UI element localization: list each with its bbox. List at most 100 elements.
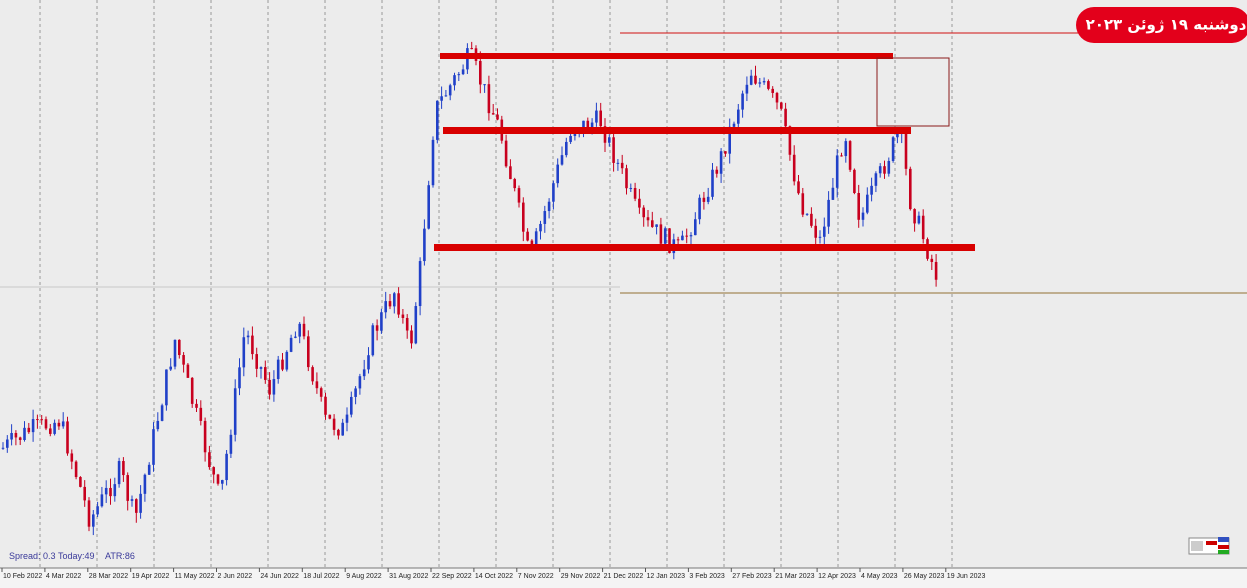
- candle-body: [917, 215, 921, 224]
- candle-body: [749, 75, 753, 85]
- candle-body: [160, 405, 164, 421]
- candle-body: [165, 369, 168, 406]
- candle-body: [904, 130, 908, 169]
- candle-body: [384, 301, 387, 313]
- candle-body: [100, 494, 104, 507]
- candle-body: [831, 187, 835, 200]
- candle-body: [913, 209, 916, 224]
- date-badge: [1076, 7, 1247, 43]
- axis-label: 22 Sep 2022: [432, 573, 472, 580]
- candle-body: [741, 93, 744, 110]
- candle-body: [302, 323, 306, 337]
- candle-body: [874, 173, 878, 186]
- candle-body: [595, 110, 598, 123]
- candle-body: [367, 355, 370, 370]
- support-zone: [434, 244, 975, 251]
- candle-body: [380, 312, 383, 331]
- candle-body: [530, 240, 534, 246]
- candle-body: [233, 388, 237, 435]
- candle-body: [792, 154, 796, 182]
- candle-body: [698, 197, 701, 220]
- candle-body: [857, 192, 860, 220]
- candle-body: [620, 162, 624, 169]
- candle-body: [818, 236, 822, 238]
- candle-body: [805, 213, 809, 215]
- candle-body: [143, 474, 147, 494]
- candle-body: [345, 414, 349, 423]
- candle-body: [328, 414, 332, 419]
- candle-body: [909, 168, 912, 210]
- candle-body: [401, 314, 405, 318]
- candle-body: [178, 339, 181, 356]
- candle-body: [341, 422, 344, 436]
- candle-body: [651, 220, 654, 227]
- candle-body: [801, 193, 805, 215]
- candle-body: [706, 196, 710, 202]
- candle-body: [754, 75, 757, 84]
- candle-body: [866, 194, 869, 213]
- axis-label: 12 Jan 2023: [647, 573, 686, 580]
- candle-body: [444, 95, 448, 97]
- candle-body: [599, 110, 602, 127]
- grid: [39, 0, 953, 568]
- candle-body: [853, 169, 856, 193]
- candle-body: [453, 75, 456, 86]
- candle-body: [225, 453, 228, 481]
- candle-body: [848, 141, 852, 170]
- candle-body: [844, 141, 848, 157]
- candle-body: [66, 421, 69, 454]
- candle-body: [229, 434, 233, 454]
- candle-body: [109, 487, 112, 497]
- candle-body: [840, 155, 843, 157]
- middle-zone: [443, 127, 911, 134]
- candles: [1, 41, 938, 536]
- candle-body: [788, 126, 792, 155]
- candle-body: [264, 367, 267, 380]
- candle-body: [289, 337, 293, 352]
- candle-body: [861, 212, 865, 220]
- chart-area: [0, 0, 1247, 568]
- candle-body: [517, 188, 521, 203]
- axis-label: 19 Jun 2023: [947, 573, 986, 580]
- candle-body: [147, 464, 151, 475]
- candle-body: [371, 325, 375, 356]
- candle-body: [461, 69, 465, 75]
- selection-rectangle: [876, 57, 950, 127]
- candle-body: [315, 381, 319, 389]
- candle-body: [560, 155, 564, 165]
- candle-body: [31, 419, 35, 433]
- candle-body: [921, 215, 925, 240]
- candle-body: [887, 160, 891, 174]
- candle-body: [87, 500, 91, 527]
- axis-label: 4 May 2023: [861, 573, 898, 580]
- candle-body: [216, 474, 220, 484]
- candle-body: [737, 109, 740, 124]
- candle-body: [719, 151, 723, 174]
- candle-body: [810, 213, 813, 226]
- axis-label: 3 Feb 2023: [689, 573, 725, 580]
- candle-body: [676, 239, 680, 241]
- time-axis: [0, 568, 1247, 588]
- candle-body: [139, 493, 142, 513]
- candle-body: [208, 452, 211, 468]
- axis-label: 7 Nov 2022: [518, 573, 554, 580]
- candle-body: [294, 336, 297, 338]
- candle-body: [470, 48, 473, 50]
- axis-label: 11 May 2022: [175, 573, 215, 580]
- candle-body: [642, 207, 645, 218]
- axis-label: 4 Mar 2022: [46, 573, 82, 580]
- candle-body: [504, 140, 508, 167]
- axis-label: 31 Aug 2022: [389, 573, 428, 580]
- axis-label: 24 Jun 2022: [260, 573, 299, 580]
- candle-body: [603, 126, 607, 143]
- candle-body: [646, 217, 650, 221]
- candle-body: [784, 108, 787, 127]
- candle-body: [616, 162, 620, 164]
- candle-body: [238, 367, 241, 389]
- candle-body: [827, 199, 830, 227]
- candle-body: [771, 88, 774, 93]
- candle-body: [251, 335, 254, 355]
- candle-body: [49, 428, 52, 434]
- resistance-zone: [440, 53, 893, 59]
- candle-body: [199, 407, 203, 421]
